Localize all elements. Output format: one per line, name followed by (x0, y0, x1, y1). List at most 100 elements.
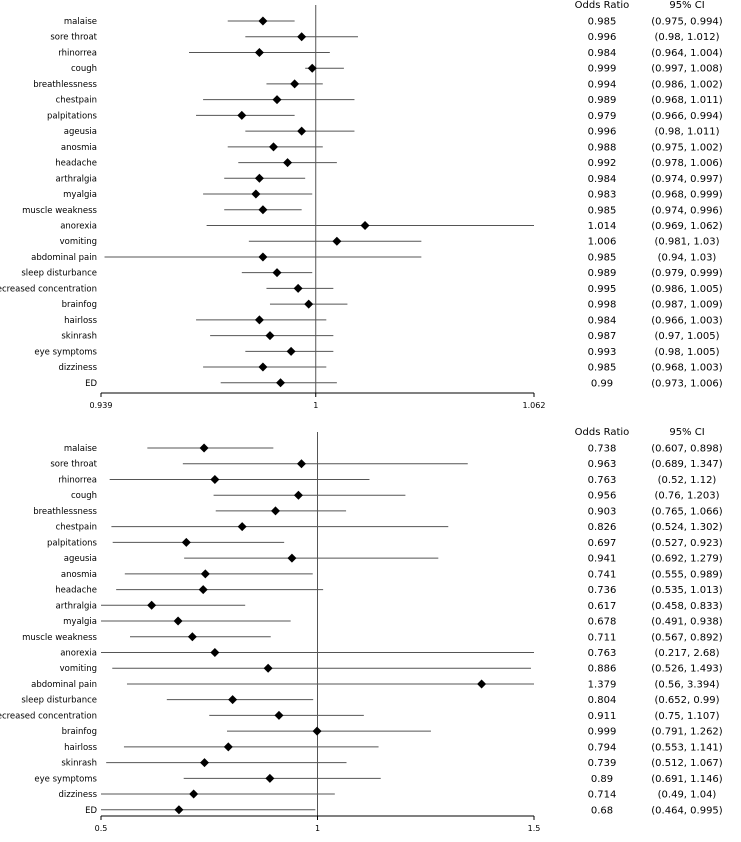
ci-value: (0.986, 1.005) (651, 284, 723, 295)
row-label: breathlessness (33, 507, 97, 517)
ci-value: (0.692, 1.279) (651, 554, 723, 565)
top-ci-header: 95% CI (669, 0, 704, 11)
odds-ratio-marker (223, 742, 233, 752)
odds-ratio-value: 0.998 (588, 300, 617, 311)
odds-ratio-value: 0.983 (588, 190, 617, 201)
odds-ratio-value: 0.826 (588, 522, 617, 533)
ci-value: (0.98, 1.012) (654, 32, 719, 43)
ci-value: (0.464, 0.995) (651, 805, 723, 816)
odds-ratio-marker (274, 710, 284, 720)
ci-value: (0.968, 0.999) (651, 190, 723, 201)
ci-value: (0.527, 0.923) (651, 538, 723, 549)
ci-value: (0.968, 1.003) (651, 363, 723, 374)
row-label: malaise (64, 17, 97, 27)
ci-value: (0.975, 1.002) (651, 142, 723, 153)
ci-value: (0.555, 0.989) (651, 569, 723, 580)
ci-value: (0.791, 1.262) (651, 727, 723, 738)
ci-value: (0.987, 1.009) (651, 300, 723, 311)
row-label: rhinorrea (58, 475, 97, 485)
ci-value: (0.52, 1.12) (658, 475, 717, 486)
row-label: sleep disturbance (21, 696, 97, 706)
ci-value: (0.966, 1.003) (651, 315, 723, 326)
ci-value: (0.458, 0.833) (651, 601, 723, 612)
odds-ratio-value: 1.014 (588, 221, 617, 232)
odds-ratio-marker (254, 47, 264, 57)
odds-ratio-marker (312, 726, 322, 736)
odds-ratio-value: 0.678 (588, 617, 617, 628)
odds-ratio-marker (147, 600, 157, 610)
odds-ratio-marker (198, 585, 208, 595)
ci-value: (0.512, 1.067) (651, 758, 723, 769)
row-label: sleep disturbance (21, 269, 97, 279)
odds-ratio-marker (293, 490, 303, 500)
ci-value: (0.217, 2.68) (654, 648, 719, 659)
odds-ratio-marker (199, 443, 209, 453)
odds-ratio-marker (307, 63, 317, 73)
row-label: chestpain (56, 523, 97, 533)
x-tick-label: 0.939 (90, 401, 113, 410)
odds-ratio-value: 0.956 (588, 491, 617, 502)
odds-ratio-value: 0.995 (588, 284, 617, 295)
odds-ratio-marker (254, 173, 264, 183)
x-tick-label: 1 (315, 824, 320, 833)
row-label: rhinorrea (58, 48, 97, 58)
ci-value: (0.553, 1.141) (651, 742, 723, 753)
ci-value: (0.978, 1.006) (651, 158, 723, 169)
odds-ratio-value: 0.99 (591, 378, 613, 389)
odds-ratio-value: 0.711 (588, 632, 617, 643)
row-label: palpitations (47, 111, 98, 121)
odds-ratio-marker (210, 474, 220, 484)
row-label: breathlessness (33, 80, 97, 90)
row-label: headache (55, 586, 97, 596)
odds-ratio-marker (189, 789, 199, 799)
row-label: vomiting (60, 664, 97, 674)
ci-value: (0.567, 0.892) (651, 632, 723, 643)
row-label: arthralgia (56, 601, 97, 611)
row-label: ED (85, 806, 97, 816)
odds-ratio-value: 0.988 (588, 142, 617, 153)
odds-ratio-value: 0.794 (588, 742, 617, 753)
row-label: myalgia (63, 190, 97, 200)
row-label: anosmia (61, 570, 97, 580)
row-label: eye symptoms (34, 347, 97, 357)
odds-ratio-value: 0.985 (588, 17, 617, 28)
ci-value: (0.607, 0.898) (651, 444, 723, 455)
odds-ratio-marker (251, 189, 261, 199)
row-label: decreased concentration (0, 711, 97, 721)
bottom-ci-header: 95% CI (669, 427, 704, 438)
ci-value: (0.979, 0.999) (651, 268, 723, 279)
row-label: sore throat (50, 33, 97, 43)
odds-ratio-marker (272, 268, 282, 278)
x-tick-label: 1.5 (528, 824, 541, 833)
odds-ratio-marker (237, 110, 247, 120)
odds-ratio-value: 0.994 (588, 79, 617, 90)
odds-ratio-value: 0.987 (588, 331, 617, 342)
odds-ratio-value: 0.993 (588, 347, 617, 358)
odds-ratio-marker (237, 522, 247, 532)
ci-value: (0.765, 1.066) (651, 506, 723, 517)
ci-value: (0.76, 1.203) (654, 491, 719, 502)
ci-value: (0.491, 0.938) (651, 617, 723, 628)
row-label: brainfog (62, 300, 97, 310)
odds-ratio-value: 1.379 (588, 679, 617, 690)
row-label: headache (55, 159, 97, 169)
ci-value: (0.964, 1.004) (651, 48, 723, 59)
odds-ratio-marker (258, 205, 268, 215)
odds-ratio-marker (286, 346, 296, 356)
odds-ratio-value: 0.963 (588, 459, 617, 470)
odds-ratio-value: 0.941 (588, 554, 617, 565)
odds-ratio-value: 0.984 (588, 315, 617, 326)
odds-ratio-value: 0.984 (588, 48, 617, 59)
row-label: sore throat (50, 460, 97, 470)
row-label: hairloss (64, 316, 97, 326)
bottom-forest-rows: 0.5 1 1.5 malaise 0.738 (0.607, 0.898) sore th… (0, 432, 723, 833)
ci-value: (0.966, 0.994) (651, 111, 723, 122)
odds-ratio-marker (258, 16, 268, 26)
odds-ratio-value: 0.738 (588, 444, 617, 455)
odds-ratio-marker (297, 126, 307, 136)
odds-ratio-value: 0.697 (588, 538, 617, 549)
row-label: anorexia (60, 221, 97, 231)
odds-ratio-value: 0.804 (588, 695, 617, 706)
odds-ratio-marker (174, 805, 184, 815)
row-label: ED (85, 379, 97, 389)
